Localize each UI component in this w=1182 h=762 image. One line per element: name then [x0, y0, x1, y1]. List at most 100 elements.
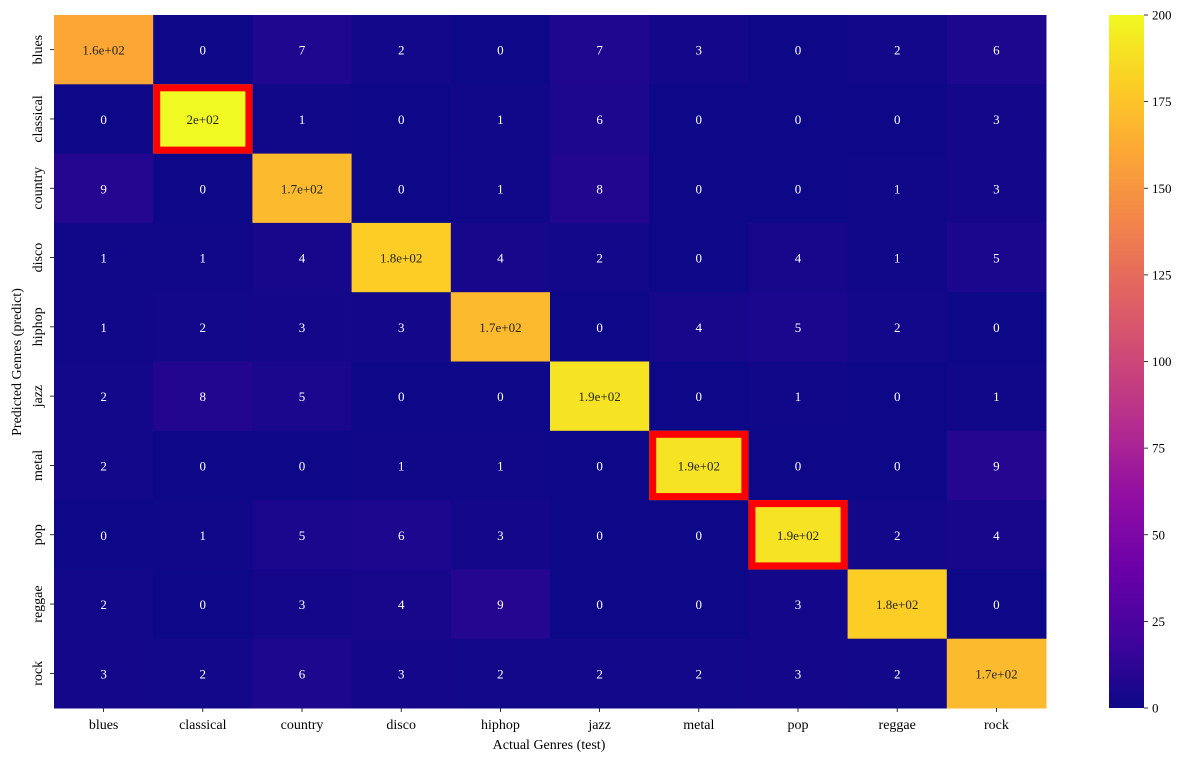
- heatmap-cell: [450, 638, 551, 709]
- y-tick-label: rock: [31, 661, 46, 686]
- heatmap-cell: [847, 569, 948, 640]
- cell-value-label: 2: [894, 320, 901, 335]
- heatmap-cell: [153, 500, 253, 570]
- heatmap-cell: [550, 569, 650, 640]
- cell-value-label: 8: [200, 389, 207, 404]
- heatmap-cell: [153, 153, 253, 224]
- heatmap-cell: [550, 222, 650, 293]
- cell-value-label: 1: [497, 458, 504, 473]
- heatmap-cell: [748, 361, 849, 432]
- heatmap-cell: [550, 292, 650, 362]
- cell-value-label: 0: [894, 389, 901, 404]
- cell-value-label: 3: [795, 666, 802, 681]
- heatmap-cell: [550, 153, 650, 224]
- heatmap-cell: [252, 15, 353, 85]
- colorbar-tick-label: 150: [1152, 181, 1172, 196]
- cell-value-label: 0: [795, 181, 802, 196]
- cell-value-label: 1: [200, 251, 207, 266]
- heatmap-cell: [54, 430, 154, 501]
- cell-value-label: 1: [100, 251, 107, 266]
- x-tick-label: reggae: [879, 718, 916, 733]
- heatmap-cell: [847, 430, 948, 501]
- cell-value-label: 2: [398, 43, 405, 58]
- cell-value-label: 4: [299, 251, 306, 266]
- heatmap-cell: [748, 292, 849, 362]
- heatmap-cell: [450, 15, 551, 85]
- cell-value-label: 0: [200, 181, 207, 196]
- heatmap-cell: [153, 569, 253, 640]
- heatmap-cell: [649, 361, 749, 432]
- x-tick-label: metal: [683, 718, 714, 733]
- x-tick-label: pop: [788, 718, 809, 733]
- x-tick-label: blues: [89, 718, 119, 733]
- cell-value-label: 5: [299, 389, 306, 404]
- cell-value-label: 0: [497, 389, 504, 404]
- cell-value-label: 3: [497, 528, 504, 543]
- colorbar: 0 25 50 75 100 125 150 175 200: [1109, 8, 1172, 716]
- x-tick-label: hiphop: [481, 718, 520, 733]
- heatmap-cell: [450, 292, 551, 362]
- cell-value-label: 7: [299, 43, 306, 58]
- x-tick-labels: blues classical country disco hiphop jazz meta…: [89, 708, 1009, 733]
- cell-value-label: 1.6e+02: [82, 43, 124, 58]
- heatmap-cell: [946, 84, 1047, 155]
- heatmap-cell: [748, 153, 849, 224]
- heatmap-cell: [450, 153, 551, 224]
- heatmap-cell: [847, 153, 948, 224]
- heatmap-cell: [252, 638, 353, 709]
- heatmap-cell: [550, 430, 650, 501]
- cell-value-label: 2e+02: [186, 112, 219, 127]
- cell-value-label: 0: [696, 528, 703, 543]
- cell-value-label: 2: [100, 597, 107, 612]
- cell-value-label: 2: [100, 458, 107, 473]
- heatmap-cell: [252, 292, 353, 362]
- x-tick-label: jazz: [587, 718, 611, 733]
- cell-value-label: 3: [696, 43, 703, 58]
- heatmap-cell: [649, 638, 749, 709]
- heatmap-cell: [946, 292, 1047, 362]
- cell-value-label: 1: [993, 389, 1000, 404]
- colorbar-tick-label: 175: [1152, 94, 1172, 109]
- heatmap-cell: [54, 361, 154, 432]
- y-tick-label: country: [31, 167, 46, 210]
- cell-value-label: 0: [100, 528, 107, 543]
- cell-value-label: 0: [894, 112, 901, 127]
- cell-value-label: 1.8e+02: [876, 597, 918, 612]
- heatmap-cell: [54, 153, 154, 224]
- cell-value-label: 6: [398, 528, 405, 543]
- heatmap-cells: 1.6e+02 0 7 2 0 7 3 0 2 6 0 2e+02 1 0 1 6 0 0 0 3 9 0 1.7e+02 0…: [54, 15, 1047, 709]
- heatmap-cell: [351, 569, 452, 640]
- cell-value-label: 7: [596, 43, 603, 58]
- cell-value-label: 1: [894, 251, 901, 266]
- cell-value-label: 8: [596, 181, 603, 196]
- y-tick-label: metal: [31, 450, 46, 481]
- cell-value-label: 4: [398, 597, 405, 612]
- cell-value-label: 0: [100, 112, 107, 127]
- cell-value-label: 0: [993, 320, 1000, 335]
- colorbar-tick-label: 200: [1152, 8, 1172, 23]
- cell-value-label: 4: [696, 320, 703, 335]
- heatmap-cell: [748, 430, 849, 501]
- cell-value-label: 2: [596, 666, 603, 681]
- heatmap-cell: [748, 500, 849, 570]
- heatmap-cell: [649, 153, 749, 224]
- y-tick-labels: blues classical country disco hiphop jazz meta…: [31, 35, 54, 686]
- colorbar-tick-label: 75: [1152, 441, 1165, 456]
- cell-value-label: 3: [795, 597, 802, 612]
- heatmap-cell: [351, 222, 452, 293]
- cell-value-label: 1: [795, 389, 802, 404]
- cell-value-label: 0: [696, 597, 703, 612]
- cell-value-label: 3: [299, 320, 306, 335]
- heatmap-cell: [252, 361, 353, 432]
- cell-value-label: 0: [696, 389, 703, 404]
- cell-value-label: 2: [497, 666, 504, 681]
- heatmap-cell: [54, 292, 154, 362]
- cell-value-label: 3: [993, 181, 1000, 196]
- cell-value-label: 5: [795, 320, 802, 335]
- heatmap-cell: [153, 84, 253, 155]
- highlighted-cells: [153, 84, 848, 570]
- y-axis-label: Predicted Genres (predict): [10, 288, 25, 436]
- heatmap-cell: [946, 638, 1047, 709]
- cell-value-label: 4: [795, 251, 802, 266]
